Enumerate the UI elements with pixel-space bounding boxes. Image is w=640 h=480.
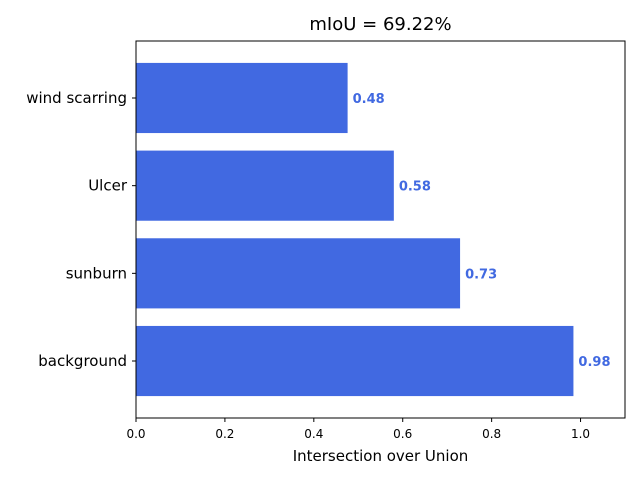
x-tick-label: 0.0 — [126, 427, 145, 441]
y-tick-label: wind scarring — [26, 89, 127, 107]
x-tick-label: 0.2 — [215, 427, 234, 441]
bar-background — [136, 325, 574, 397]
x-tick-label: 1.0 — [571, 427, 590, 441]
bar-ulcer — [136, 150, 394, 221]
plot-area-frame — [135, 40, 626, 419]
x-tick-label: 0.8 — [482, 427, 501, 441]
value-label: 0.58 — [399, 180, 431, 195]
x-axis-ticks: 0.0 0.2 0.4 0.6 0.8 1.0 — [126, 418, 590, 441]
bar-sunburn — [136, 238, 461, 309]
value-label: 0.98 — [578, 355, 610, 370]
value-label: 0.73 — [465, 267, 497, 282]
bar-wind-scarring — [136, 62, 348, 134]
x-axis-label: Intersection over Union — [293, 447, 469, 465]
value-label: 0.48 — [353, 92, 385, 107]
y-tick-label: Ulcer — [88, 177, 128, 195]
chart-title: mIoU = 69.22% — [309, 14, 451, 35]
x-tick-label: 0.6 — [393, 427, 412, 441]
y-axis-ticks: background sunburn Ulcer wind scarring — [26, 89, 136, 370]
value-labels-layer: 0.98 0.73 0.58 0.48 — [353, 92, 611, 370]
y-tick-label: sunburn — [66, 264, 127, 282]
y-tick-label: background — [38, 352, 127, 370]
bars-layer — [136, 62, 574, 397]
x-tick-label: 0.4 — [304, 427, 323, 441]
